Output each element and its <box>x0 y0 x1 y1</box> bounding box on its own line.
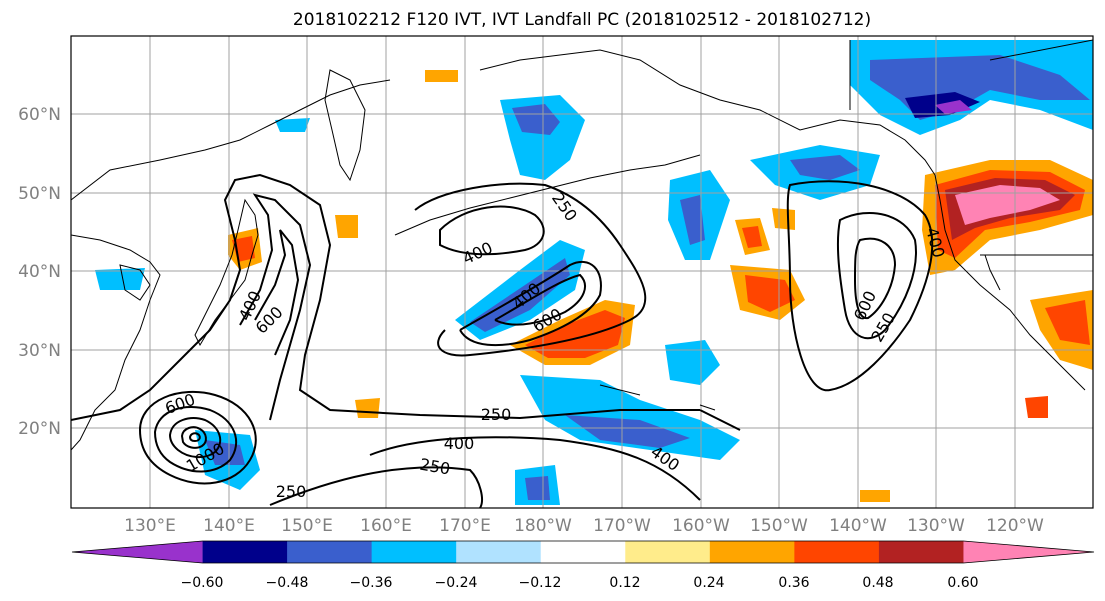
pos-region-band-red <box>525 310 625 358</box>
lon-label-150w: 150°W <box>750 516 808 536</box>
pos-region-east-red <box>745 275 795 312</box>
lon-label-180w: 180°W <box>514 516 572 536</box>
pos-region-east2-red <box>742 226 762 248</box>
coast-canada <box>849 39 1093 291</box>
colorbar-tick-label: −0.24 <box>435 575 478 591</box>
colorbar-segment <box>709 541 795 563</box>
colorbar-tick-label: 0.36 <box>778 575 809 591</box>
pos-region-small4 <box>425 70 458 82</box>
pos-region-sw-us-red <box>1045 300 1090 345</box>
shaded-regions <box>95 40 1093 505</box>
colorbar-segment <box>287 541 373 563</box>
contour-cyclone-outer <box>138 390 257 485</box>
contour-label-7: 250 <box>481 405 512 424</box>
contour-250-wave <box>414 182 647 357</box>
colorbar-segment <box>794 541 880 563</box>
coast-na-west <box>934 174 1086 391</box>
colorbar-tick-label: −0.60 <box>181 575 224 591</box>
colorbar-tick-label: 0.48 <box>862 575 893 591</box>
neg-region-central-core <box>680 195 705 245</box>
pos-region-small3 <box>335 215 358 238</box>
colorbar-tick-label: −0.36 <box>350 575 393 591</box>
lon-axis: 130°E 140°E 150°E 160°E 170°E 180°W 170°… <box>124 516 1044 536</box>
coast-japan <box>194 198 259 347</box>
colorbar-segment <box>371 541 457 563</box>
lon-label-160w: 160°W <box>672 516 730 536</box>
colorbar-tick-label: 0.24 <box>693 575 724 591</box>
neg-region-goa-core <box>790 155 860 180</box>
coast-aleutians <box>394 154 701 236</box>
lon-label-150e: 150°E <box>281 516 333 536</box>
neg-region-alaska-purple <box>935 100 972 114</box>
contour-250-west <box>71 173 741 431</box>
contour-400-japan <box>239 193 312 421</box>
colorbar-extend-min <box>72 541 203 563</box>
contour-250-south <box>269 466 483 508</box>
neg-region-subtrop-core <box>565 415 690 448</box>
lon-label-130e: 130°E <box>124 516 176 536</box>
lon-label-130w: 130°W <box>907 516 965 536</box>
contour-600-japan <box>254 229 300 356</box>
colorbar-tick-label: −0.12 <box>519 575 562 591</box>
contour-label-12: 250 <box>276 482 307 501</box>
colorbar-segment <box>625 541 711 563</box>
neg-region-korea <box>95 268 145 290</box>
pos-region-east3 <box>772 208 795 230</box>
colorbar-segment <box>878 541 964 563</box>
pos-region-small2 <box>1025 396 1048 418</box>
lon-label-170w: 170°W <box>593 516 651 536</box>
contour-cyclone-inner <box>168 417 222 458</box>
map-frame <box>70 35 1094 509</box>
lat-label-50n: 50°N <box>18 184 61 204</box>
contour-400-south <box>369 436 701 501</box>
colorbar-segment <box>202 541 288 563</box>
colorbar-outline <box>71 540 1095 564</box>
pos-region-pnw-pink <box>955 185 1060 225</box>
lat-label-40n: 40°N <box>18 262 61 282</box>
contour-400-lower <box>459 260 602 347</box>
coast-alaska <box>479 49 936 176</box>
contour-600-lower <box>494 273 586 326</box>
neg-region-hawaii <box>665 340 720 385</box>
pos-region-small1 <box>355 398 380 418</box>
graticule <box>71 36 1093 508</box>
contour-label-11: 400 <box>444 434 475 453</box>
neg-region-kuril <box>275 118 310 132</box>
lon-label-140w: 140°W <box>829 516 887 536</box>
ivt-contours <box>71 173 934 508</box>
contour-600-east <box>853 237 897 320</box>
contour-400-wave <box>439 205 545 256</box>
colorbar-segment <box>456 541 542 563</box>
lon-label-170e: 170°E <box>439 516 491 536</box>
colorbar-ticks: −0.60 −0.48 −0.36 −0.24 −0.12 0.12 0.24 … <box>181 575 979 591</box>
colorbar-extend-max <box>963 541 1094 563</box>
lon-label-120w: 120°W <box>986 516 1044 536</box>
lat-label-30n: 30°N <box>18 341 61 361</box>
lat-axis: 60°N 50°N 40°N 30°N 20°N <box>18 105 61 439</box>
lon-label-160e: 160°E <box>360 516 412 536</box>
contour-cyclone-core <box>180 426 207 449</box>
lat-label-60n: 60°N <box>18 105 61 125</box>
neg-region-bering-core <box>512 104 560 135</box>
colorbar-tick-label: 0.12 <box>609 575 640 591</box>
contour-cyclone-mid <box>153 406 238 473</box>
coast-kamchatka <box>324 69 366 182</box>
contour-cyclone-core2 <box>188 432 201 443</box>
contour-400-east <box>836 211 917 340</box>
chart-title: 2018102212 F120 IVT, IVT Landfall PC (20… <box>293 10 871 30</box>
colorbar-tick-label: −0.48 <box>266 575 309 591</box>
neg-region-south-core <box>525 476 550 500</box>
colorbar <box>71 540 1095 564</box>
colorbar-tick-label: 0.60 <box>947 575 978 591</box>
pos-region-small5 <box>860 490 890 502</box>
lat-label-20n: 20°N <box>18 419 61 439</box>
contour-250-east <box>786 180 934 392</box>
colorbar-segment <box>540 541 626 563</box>
coast-hawaii <box>599 384 716 411</box>
lon-label-140e: 140°E <box>203 516 255 536</box>
